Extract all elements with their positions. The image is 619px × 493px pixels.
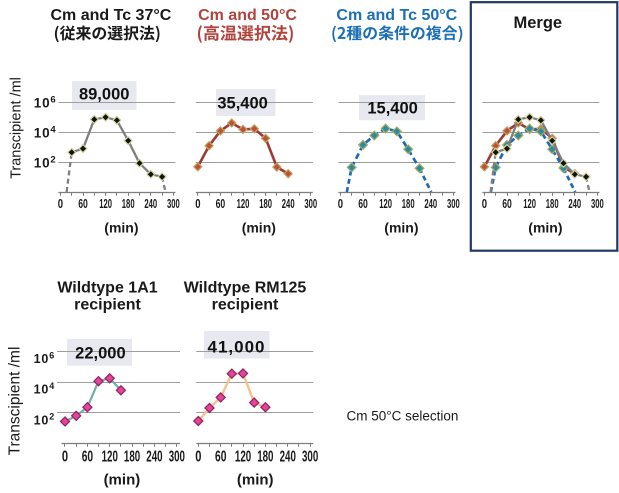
svg-text:120: 120: [235, 449, 251, 466]
svg-text:0: 0: [482, 196, 487, 211]
svg-text:(min): (min): [104, 220, 138, 236]
svg-text:Transcipient /ml: Transcipient /ml: [8, 77, 24, 179]
svg-text:0: 0: [338, 196, 343, 211]
svg-text:180: 180: [122, 196, 135, 211]
svg-text:120: 120: [379, 196, 392, 211]
svg-text:240: 240: [144, 196, 157, 211]
svg-text:104: 104: [34, 125, 57, 141]
svg-text:180: 180: [402, 196, 415, 211]
svg-text:Cm and Tc 50°C: Cm and Tc 50°C: [336, 7, 457, 24]
svg-text:35,400: 35,400: [217, 94, 267, 112]
svg-text:106: 106: [34, 350, 55, 366]
svg-text:104: 104: [34, 381, 55, 397]
svg-text:Wildtype RM125: Wildtype RM125: [184, 280, 307, 297]
svg-text:(min): (min): [384, 220, 418, 236]
svg-text:240: 240: [424, 196, 437, 211]
svg-text:(min): (min): [528, 220, 562, 236]
svg-text:240: 240: [280, 449, 296, 466]
svg-text:Transcipient /ml: Transcipient /ml: [7, 347, 24, 456]
svg-text:120: 120: [237, 196, 250, 211]
svg-text:recipient: recipient: [74, 297, 141, 314]
svg-text:Cm 50°C selection: Cm 50°C selection: [347, 409, 459, 424]
svg-text:120: 120: [102, 449, 118, 466]
svg-text:180: 180: [257, 449, 273, 466]
svg-text:60: 60: [78, 196, 88, 211]
svg-text:0: 0: [62, 449, 68, 466]
svg-text:Merge: Merge: [513, 14, 562, 32]
svg-text:300: 300: [302, 449, 318, 466]
svg-text:60: 60: [502, 196, 512, 211]
svg-text:0: 0: [195, 449, 201, 466]
svg-text:180: 180: [546, 196, 559, 211]
svg-text:(min): (min): [242, 220, 276, 236]
svg-text:180: 180: [124, 449, 140, 466]
svg-text:102: 102: [34, 155, 57, 171]
svg-text:240: 240: [568, 196, 581, 211]
svg-text:22,000: 22,000: [75, 345, 125, 363]
svg-text:60: 60: [216, 196, 226, 211]
svg-text:300: 300: [169, 449, 185, 466]
svg-text:60: 60: [82, 449, 94, 466]
svg-text:89,000: 89,000: [79, 85, 129, 103]
svg-text:240: 240: [282, 196, 295, 211]
svg-text:Cm and Tc 37°C: Cm and Tc 37°C: [51, 7, 172, 24]
svg-text:(min): (min): [104, 472, 141, 489]
svg-text:0: 0: [58, 196, 63, 211]
svg-text:300: 300: [447, 196, 460, 211]
svg-text:106: 106: [34, 95, 57, 111]
svg-text:300: 300: [167, 196, 180, 211]
svg-text:120: 120: [99, 196, 112, 211]
svg-text:180: 180: [259, 196, 272, 211]
svg-text:240: 240: [146, 449, 162, 466]
svg-text:recipient: recipient: [212, 297, 279, 314]
svg-text:0: 0: [195, 196, 200, 211]
svg-text:15,400: 15,400: [367, 100, 417, 118]
svg-text:102: 102: [34, 412, 55, 428]
svg-text:Cm and 50°C: Cm and 50°C: [198, 7, 297, 24]
svg-text:41,000: 41,000: [208, 338, 266, 357]
svg-text:300: 300: [591, 196, 604, 211]
svg-text:60: 60: [215, 449, 227, 466]
svg-text:300: 300: [304, 196, 317, 211]
svg-text:(min): (min): [237, 472, 274, 489]
svg-text:Wildtype 1A1: Wildtype 1A1: [57, 280, 157, 297]
svg-text:120: 120: [523, 196, 536, 211]
svg-text:60: 60: [358, 196, 368, 211]
